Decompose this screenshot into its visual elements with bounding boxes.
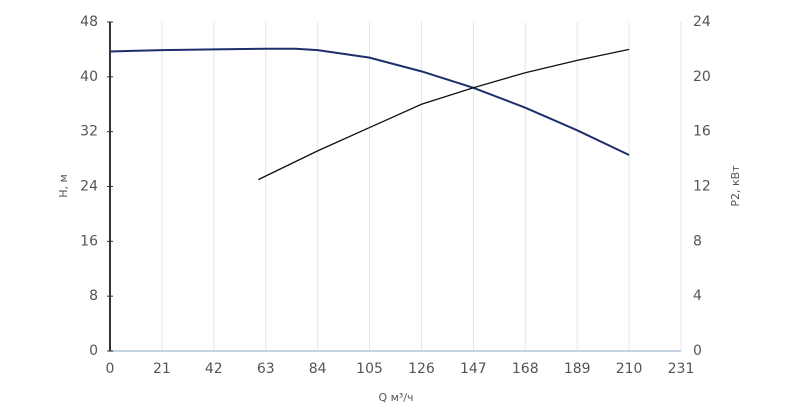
x-tick-label: 84 bbox=[309, 361, 327, 377]
x-tick-label: 42 bbox=[205, 361, 223, 377]
y2-axis-label: P2, кВт bbox=[729, 165, 742, 207]
y-axis-label: H, м bbox=[57, 174, 70, 198]
y2-tick-label: 20 bbox=[693, 69, 711, 85]
y-tick-label: 8 bbox=[89, 288, 98, 304]
y2-tick-label: 4 bbox=[693, 288, 702, 304]
y2-tick-label: 0 bbox=[693, 343, 702, 359]
y-tick-label: 24 bbox=[80, 179, 98, 195]
x-tick-label: 63 bbox=[257, 361, 275, 377]
x-tick-label: 210 bbox=[616, 361, 643, 377]
y-tick-label: 0 bbox=[89, 343, 98, 359]
y-tick-label: 32 bbox=[80, 124, 98, 140]
x-tick-label: 0 bbox=[106, 361, 115, 377]
y2-tick-label: 24 bbox=[693, 14, 711, 30]
x-tick-label: 105 bbox=[356, 361, 383, 377]
y-tick-label: 40 bbox=[80, 69, 98, 85]
x-tick-label: 231 bbox=[668, 361, 695, 377]
y2-tick-label: 12 bbox=[693, 179, 711, 195]
y-tick-label: 48 bbox=[80, 14, 98, 30]
series-line bbox=[109, 47, 630, 156]
y-tick-label: 16 bbox=[80, 233, 98, 249]
x-tick-label: 168 bbox=[512, 361, 539, 377]
x-tick-label: 21 bbox=[153, 361, 171, 377]
y2-tick-label: 16 bbox=[693, 124, 711, 140]
x-tick-label: 189 bbox=[564, 361, 591, 377]
y2-tick-label: 8 bbox=[693, 233, 702, 249]
x-axis-label: Q м³/ч bbox=[378, 391, 413, 404]
series-line bbox=[258, 48, 630, 181]
x-tick-label: 147 bbox=[460, 361, 487, 377]
x-tick-label: 126 bbox=[408, 361, 435, 377]
